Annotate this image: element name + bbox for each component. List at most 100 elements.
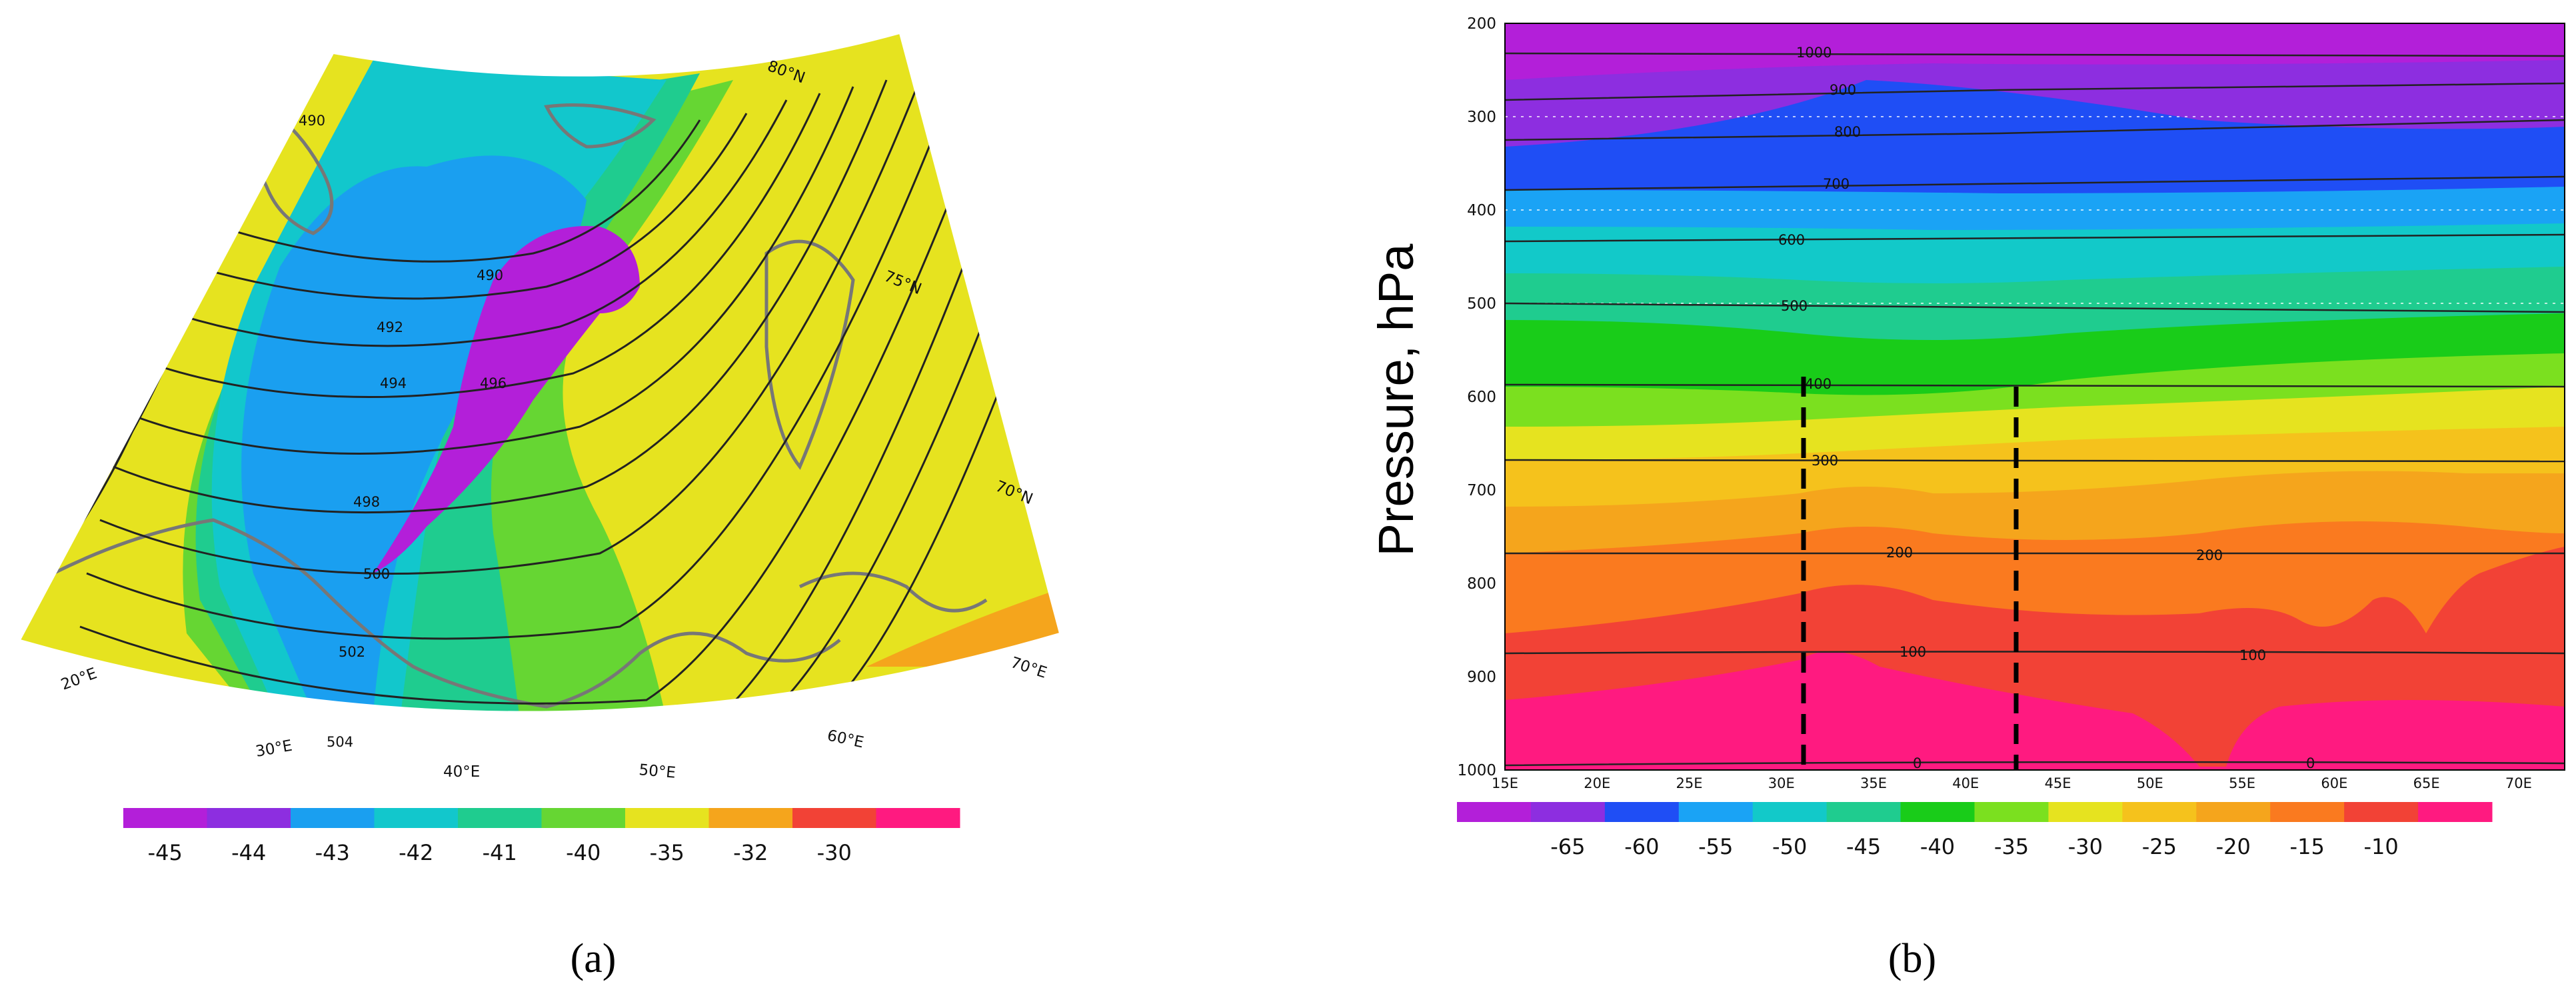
colorbar-b-swatch [1604,802,1680,822]
colorbar-b-label: -25 [2142,834,2177,859]
map-panel-a: 490 490 492 494 496 498 500 502 504 20°E… [19,32,1061,782]
colorbar-b-swatch [2270,802,2345,822]
x-tick-label: 55E [2229,775,2255,791]
colorbar-b-label: -45 [1846,834,1881,859]
x-tick-label: 45E [2045,775,2071,791]
colorbar-b-swatch [2048,802,2123,822]
colorbar-a-swatch [625,808,709,828]
lon-label: 60°E [826,727,866,751]
colorbar-a-swatch [792,808,876,828]
colorbar-a-label: -43 [315,840,350,865]
colorbar-b-swatch [2344,802,2419,822]
contour-label: 700 [1823,176,1850,192]
colorbar-b-label: -10 [2363,834,2398,859]
contour-label: 496 [480,375,507,391]
y-tick-label: 900 [1467,669,1496,686]
colorbar-b-label: -20 [2216,834,2251,859]
y-tick-label: 700 [1467,482,1496,499]
colorbar-a-label: -32 [733,840,768,865]
x-tick-label: 40E [1952,775,1979,791]
contour-label: 504 [327,734,353,750]
colorbar-b-swatch [1900,802,1975,822]
colorbar-a-swatch [541,808,626,828]
y-tick-label: 800 [1467,575,1496,593]
colorbar-a: -45 -44 -43 -42 -41 -40 -35 -32 -30 [123,808,960,865]
x-tick-label: 30E [1768,775,1795,791]
colorbar-b-label: -40 [1920,834,1955,859]
colorbar-b-label: -50 [1772,834,1807,859]
contour-label: 100 [1900,644,1926,660]
contour-label: 498 [353,494,380,510]
contour-label: 100 [2239,647,2266,663]
colorbar-b-swatch [2122,802,2197,822]
contour-label: 0 [2306,755,2315,771]
x-tick-label: 35E [1860,775,1887,791]
x-tick-label: 20E [1584,775,1610,791]
y-tick-label: 1000 [1457,762,1496,779]
colorbar-a-label: -30 [817,840,852,865]
contour-label: 494 [380,375,407,391]
colorbar-b-swatch [1826,802,1902,822]
colorbar-b-label: -65 [1550,834,1585,859]
colorbar-b: -65 -60 -55 -50 -45 -40 -35 -30 -25 -20 -15 -10 [1457,802,2493,859]
colorbar-a-label: -42 [399,840,433,865]
colorbar-b-label: -15 [2290,834,2325,859]
lon-label: 50°E [638,761,676,782]
y-tick-label: 400 [1467,202,1496,219]
x-tick-label: 50E [2137,775,2163,791]
x-tick-label: 25E [1676,775,1703,791]
contour-label: 200 [2196,547,2223,563]
contour-label: 600 [1778,232,1805,248]
colorbar-a-swatch [123,808,207,828]
colorbar-b-label: -55 [1698,834,1733,859]
colorbar-b-swatch [1530,802,1606,822]
y-axis-title: Pressure, hPa [1368,243,1424,557]
colorbar-b-swatch [1752,802,1828,822]
contour-label: 200 [1886,545,1913,561]
contour-label: 490 [299,113,325,129]
colorbar-a-label: -45 [148,840,183,865]
colorbar-a-swatch [876,808,960,828]
contour-label: 900 [1830,82,1856,98]
contour-label: 500 [1781,298,1808,314]
lon-label: 30°E [255,737,294,761]
x-tick-label: 15E [1492,775,1518,791]
colorbar-a-label: -41 [483,840,517,865]
colorbar-a-swatch [291,808,375,828]
y-tick-label: 200 [1467,15,1496,33]
colorbar-a-swatch [207,808,291,828]
colorbar-a-swatch [708,808,793,828]
colorbar-a-swatch [374,808,459,828]
colorbar-a-swatch [458,808,542,828]
contour-label: 0 [1913,755,1922,771]
y-tick-label: 500 [1467,295,1496,313]
colorbar-b-swatch [2196,802,2271,822]
contour-label: 800 [1834,124,1861,140]
contour-label: 400 [1805,376,1832,392]
contour-label: 490 [477,267,503,283]
colorbar-b-label: -30 [2068,834,2103,859]
colorbar-a-label: -35 [650,840,684,865]
contour-label: 500 [363,566,390,582]
colorbar-b-label: -35 [1994,834,2029,859]
contour-label: 1000 [1796,45,1832,61]
x-tick-label: 70E [2505,775,2532,791]
contour-label: 502 [339,644,365,660]
colorbar-b-label: -60 [1624,834,1659,859]
cross-section-panel-b: 1000 900 800 700 600 500 400 300 200 200… [1457,15,2565,791]
colorbar-b-swatch [1457,802,1532,822]
colorbar-b-swatch [2418,802,2493,822]
y-tick-label: 600 [1467,389,1496,406]
panel-label-a: (a) [571,936,617,981]
colorbar-b-swatch [1678,802,1754,822]
y-tick-label: 300 [1467,109,1496,126]
contour-label: 492 [377,319,403,335]
x-tick-label: 60E [2321,775,2347,791]
contour-label: 300 [1812,453,1838,469]
colorbar-a-label: -40 [566,840,601,865]
panel-label-b: (b) [1888,936,1936,981]
lon-label: 20°E [59,665,99,693]
lon-label: 40°E [443,763,480,781]
x-tick-label: 65E [2413,775,2440,791]
lon-label: 70°E [1008,654,1049,682]
